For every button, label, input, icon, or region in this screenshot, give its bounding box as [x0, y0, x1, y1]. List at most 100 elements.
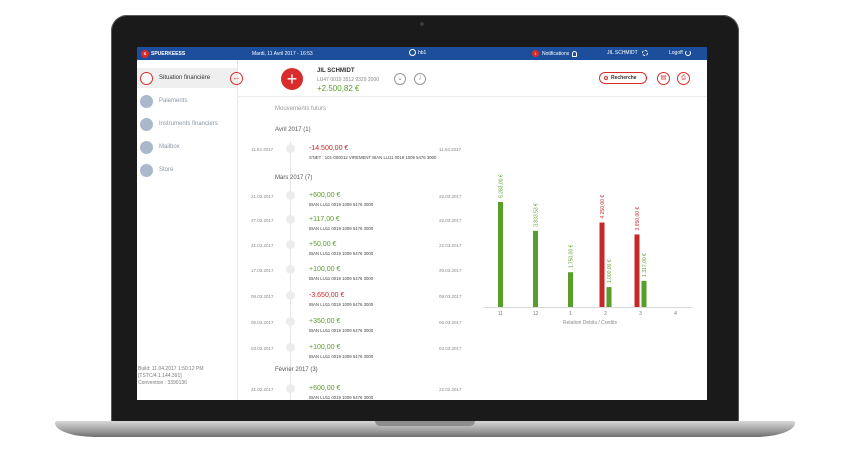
sidebar-item-label: Mailbox [159, 144, 180, 150]
sidebar-item-label: Store [159, 167, 174, 173]
account-dropdown-button[interactable]: ⌄ [394, 73, 406, 85]
x-tick-label: 11 [498, 311, 503, 317]
transaction-amount: +100,00 € [309, 344, 341, 351]
data-label: 4.250,00 € [600, 195, 606, 219]
timeline-dot [286, 343, 295, 352]
transaction-row[interactable]: 11.04.2017 -14.500,00 € S'NET : 101-0000… [237, 144, 467, 167]
center-label: hb1 [418, 49, 427, 56]
user-name: JIL SCHMIDT [607, 50, 638, 56]
transaction-amount: +50,00 € [309, 241, 337, 248]
credit-bar [606, 287, 612, 307]
print-button[interactable]: ⎙ [677, 72, 690, 85]
timeline-dot [286, 240, 295, 249]
power-icon [684, 50, 691, 56]
transaction-amount: +100,00 € [309, 266, 341, 273]
center-status[interactable]: hb1 [409, 49, 426, 56]
list-title: Mouvements futurs [275, 106, 327, 112]
debit-bar [634, 234, 640, 307]
account-header: ← + JIL SCHMIDT LU47 0019 3512 9329 2000… [230, 60, 707, 97]
sidebar-item-instruments[interactable]: Instruments financiers [137, 114, 237, 134]
laptop-notch [375, 421, 475, 426]
sync-icon [409, 49, 416, 56]
transaction-row[interactable]: 03.03.2017 +100,00 € IBAN LU11 0019 1009… [237, 343, 467, 366]
notifications-label: Notifications [542, 50, 570, 57]
timeline-dot [286, 317, 295, 326]
x-tick-label: 2 [604, 311, 607, 317]
notification-badge: 1 [532, 50, 539, 57]
x-tick-label: 1 [569, 311, 572, 317]
transaction-description: S'NET : 101-000012 VIREMENT IBAN LU11 00… [309, 155, 437, 160]
data-label: 1.317,00 € [642, 253, 648, 277]
transaction-row[interactable]: 06.03.2017 +350,00 € IBAN LU11 0019 1009… [237, 317, 467, 340]
sidebar-item-label: Situation financière [159, 75, 211, 81]
debit-bar [599, 222, 605, 307]
transaction-date: 21.03.2017 [251, 194, 274, 199]
logoff-button[interactable]: Logoff [669, 50, 691, 56]
brand-logo[interactable]: S SPUERKEESS [141, 50, 185, 58]
back-button[interactable]: ← [230, 72, 243, 85]
gear-icon[interactable] [641, 50, 648, 56]
value-date: 20.03.2017 [439, 268, 462, 273]
build-date: Build: 11.04.2017 1:50:12 PM [138, 366, 204, 372]
value-date: 06.03.2017 [439, 320, 462, 325]
sidebar-item-paiements[interactable]: Paiements [137, 91, 237, 111]
value-date: 22.03.2017 [439, 194, 462, 199]
brand-mark-icon: S [141, 50, 149, 58]
month-header: Mars 2017 (7) [275, 175, 313, 181]
search-button[interactable]: Recherche [599, 72, 647, 84]
x-tick-label: 12 [533, 311, 539, 317]
transaction-description: IBAN LU11 0019 1009 5476 3000 [309, 354, 374, 359]
user-menu[interactable]: JIL SCHMIDT [607, 50, 648, 56]
sidebar-item-store[interactable]: Store [137, 160, 237, 180]
transaction-row[interactable]: 21.02.2017 +600,00 € IBAN LU11 0019 1009… [237, 384, 467, 400]
credit-bar [568, 272, 573, 307]
x-tick-label: 4 [674, 311, 677, 317]
current-datetime: Mardi, 11 Avril 2017 - 16:53 [252, 51, 313, 57]
future-movements-list: Mouvements futurs Avril 2017 (1) 11.04.2… [237, 96, 467, 400]
transaction-description: IBAN LU11 0019 1009 5476 3000 [309, 302, 374, 307]
account-holder: JIL SCHMIDT [317, 68, 355, 74]
account-iban: LU47 0019 3512 9329 2000 [317, 77, 380, 83]
sidebar-item-label: Instruments financiers [159, 121, 218, 127]
timeline-dot [286, 191, 295, 200]
timeline-dot [286, 144, 295, 153]
timeline-dot [286, 215, 295, 224]
transaction-amount: -3.650,00 € [309, 292, 345, 299]
transaction-date: 06.03.2017 [251, 320, 274, 325]
transaction-row[interactable]: 21.03.2017 +50,00 € IBAN LU11 0019 1009 … [237, 240, 467, 263]
transaction-description: IBAN LU11 0019 1009 5476 3000 [309, 226, 374, 231]
timeline-dot [286, 265, 295, 274]
value-date: 09.03.2017 [439, 294, 462, 299]
sidebar-item-situation-financiere[interactable]: Situation financière [137, 68, 237, 88]
x-axis-label: Relation Debits / Credits [563, 320, 617, 326]
value-date: 11.04.2017 [439, 147, 462, 152]
convention-number: Convention : 3390136 [138, 380, 187, 386]
timeline-dot [286, 291, 295, 300]
transaction-row[interactable]: 27.03.2017 +117,00 € IBAN LU11 0019 1009… [237, 215, 467, 238]
credit-bar [533, 230, 538, 307]
transaction-description: IBAN LU11 0019 1009 5476 3000 [309, 202, 374, 207]
transaction-amount: +117,00 € [309, 216, 340, 223]
transaction-date: 21.03.2017 [251, 243, 274, 248]
sidebar-item-label: Paiements [159, 98, 188, 104]
notifications-button[interactable]: 1 Notifications [532, 50, 578, 57]
transaction-row[interactable]: 09.03.2017 -3.650,00 € IBAN LU11 0019 10… [237, 291, 467, 314]
info-button[interactable]: i [414, 73, 426, 85]
transaction-row[interactable]: 21.03.2017 +600,00 € IBAN LU11 0019 1009… [237, 191, 467, 214]
brand-name: SPUERKEESS [151, 51, 186, 57]
pdf-export-button[interactable]: ▤ [657, 72, 670, 85]
data-label: 5.283,00 € [499, 174, 505, 198]
value-date: 22.02.2017 [439, 387, 462, 392]
transaction-row[interactable]: 17.03.2017 +100,00 € IBAN LU11 0019 1009… [237, 265, 467, 288]
sidebar-item-mailbox[interactable]: Mailbox [137, 137, 237, 157]
transaction-date: 09.03.2017 [251, 294, 274, 299]
bell-icon [572, 50, 578, 57]
new-transaction-button[interactable]: + [281, 68, 303, 90]
data-label: 3.650,00 € [635, 207, 641, 231]
timeline-dot [286, 384, 295, 393]
data-label: 1.750,00 € [569, 244, 575, 268]
pulse-icon [140, 71, 153, 85]
search-label: Recherche [611, 75, 637, 81]
value-date: 22.03.2017 [439, 243, 462, 248]
month-header: Avril 2017 (1) [275, 127, 311, 133]
